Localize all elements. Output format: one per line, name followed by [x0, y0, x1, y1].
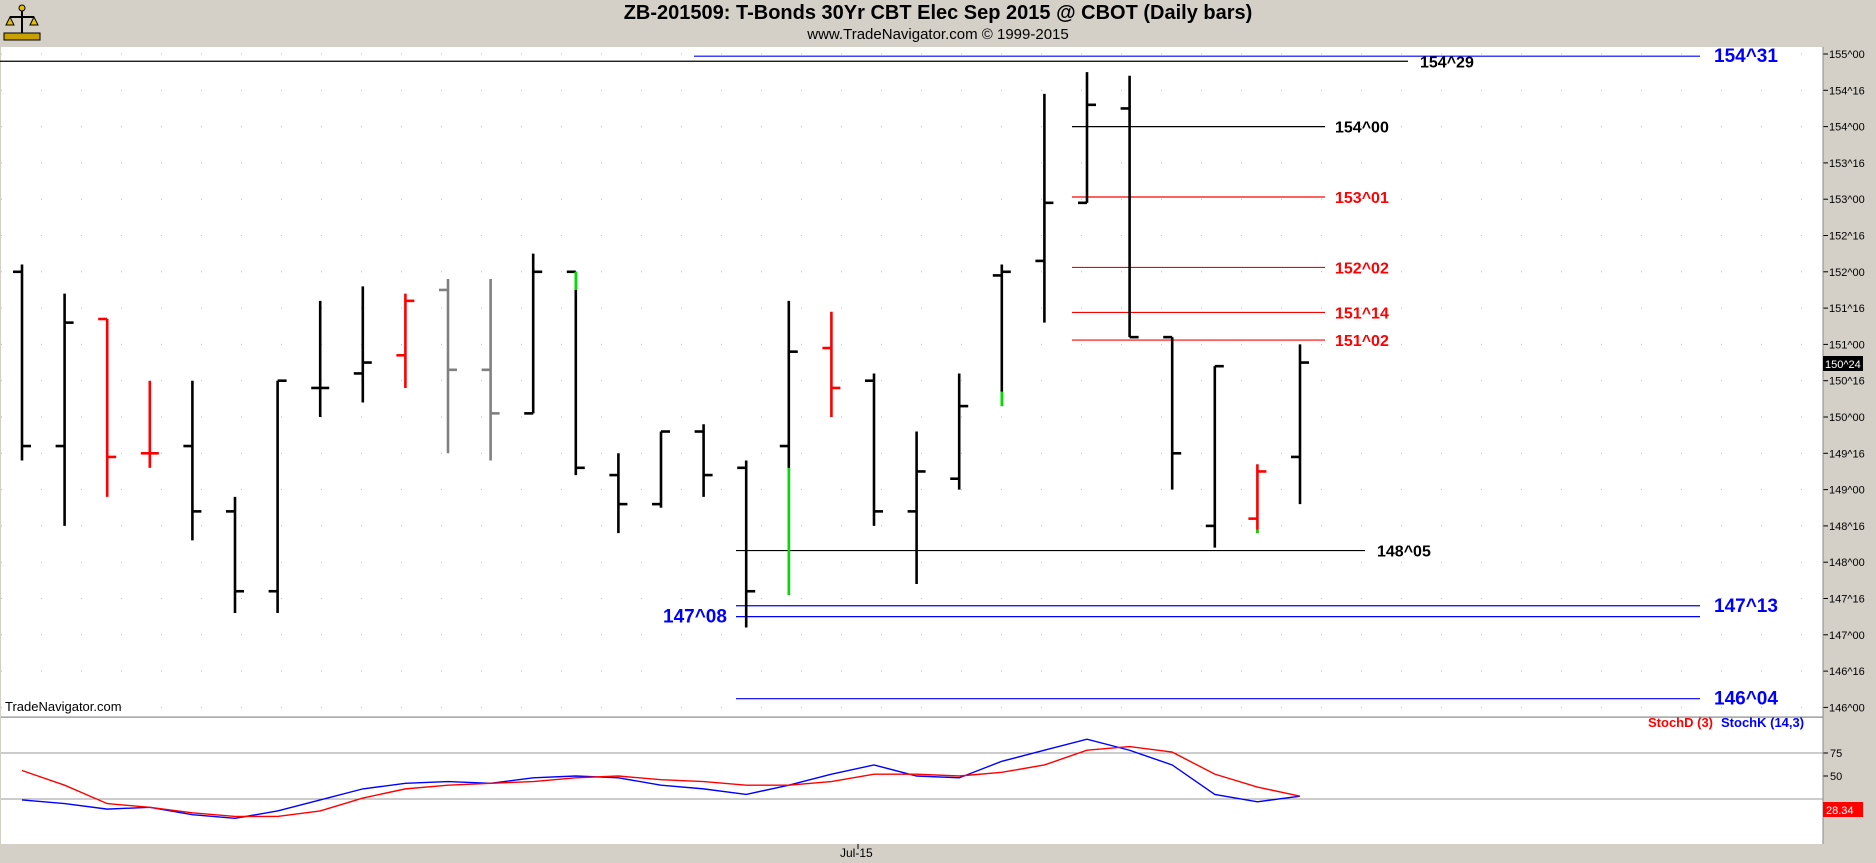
- ohlc-bar: [694, 424, 713, 497]
- last-price-label: 150^24: [1825, 359, 1861, 371]
- ohlc-bar: [1120, 75, 1139, 339]
- level-label: 154^00: [1335, 120, 1389, 137]
- ohlc-bar: [652, 430, 670, 508]
- stoch-y-tick-label: 50: [1830, 771, 1842, 783]
- y-tick-label: 147^00: [1829, 630, 1865, 642]
- y-tick-label: 149^16: [1829, 448, 1865, 460]
- level-label: 148^05: [1377, 544, 1431, 561]
- ohlc-bar: [481, 279, 500, 461]
- ohlc-bar: [1035, 93, 1054, 323]
- stoch-last-label: 28.34: [1826, 805, 1854, 817]
- stochk-legend-label: StochK (14,3): [1721, 715, 1804, 730]
- ohlc-bar: [907, 431, 926, 584]
- level-label: 146^04: [1714, 689, 1778, 710]
- watermark-label: TradeNavigator.com: [5, 699, 122, 714]
- level-label: 154^29: [1420, 54, 1474, 71]
- ohlc-bar: [55, 293, 74, 526]
- y-tick-label: 152^00: [1829, 267, 1865, 279]
- stochd-line: [21, 745, 1301, 818]
- y-tick-label: 146^16: [1829, 666, 1865, 678]
- level-label: 153^01: [1335, 190, 1389, 207]
- y-tick-label: 148^16: [1829, 521, 1865, 533]
- chart-title: ZB-201509: T-Bonds 30Yr CBT Elec Sep 201…: [623, 2, 1253, 24]
- ohlc-bar: [226, 496, 244, 614]
- tradenavigator-logo-icon: [3, 4, 41, 41]
- date-axis-label: Jul-15: [840, 846, 873, 860]
- ohlc-bar: [950, 373, 969, 490]
- ohlc-bar: [439, 279, 457, 454]
- ohlc-bar: [268, 379, 287, 614]
- ohlc-bar: [98, 317, 117, 497]
- y-tick-label: 148^00: [1829, 557, 1865, 569]
- stoch-last-box: [1823, 802, 1863, 817]
- ohlc-bar: [311, 300, 330, 417]
- level-label: 151^02: [1335, 333, 1389, 350]
- ohlc-bar: [140, 380, 159, 468]
- y-tick-label: 153^16: [1829, 158, 1865, 170]
- ohlc-bar: [609, 453, 628, 534]
- ohlc-bar: [822, 311, 841, 417]
- ohlc-bar: [1078, 72, 1096, 205]
- y-tick-label: 154^00: [1829, 122, 1865, 134]
- y-tick-label: 146^00: [1829, 702, 1865, 714]
- ohlc-bar: [865, 373, 883, 526]
- y-tick-label: 151^16: [1829, 303, 1865, 315]
- stochk-line: [21, 738, 1301, 820]
- last-price-box: [1823, 356, 1863, 371]
- level-label: 147^08: [663, 607, 727, 628]
- y-tick-label: 147^16: [1829, 594, 1865, 606]
- chart-subtitle: www.TradeNavigator.com © 1999-2015: [807, 26, 1069, 43]
- ohlc-bar: [1163, 335, 1182, 490]
- y-tick-label: 155^00: [1829, 49, 1865, 61]
- ohlc-bar: [779, 300, 798, 595]
- ohlc-bar: [1291, 344, 1309, 505]
- stochastic-panel-background: [1, 718, 1823, 844]
- ohlc-bar: [737, 460, 756, 628]
- level-label: 154^31: [1714, 46, 1778, 67]
- level-label: 147^13: [1714, 596, 1778, 617]
- level-label: 151^14: [1335, 305, 1389, 322]
- ohlc-bar: [1248, 464, 1267, 534]
- level-label: 152^02: [1335, 260, 1389, 277]
- y-tick-label: 150^00: [1829, 412, 1865, 424]
- ohlc-bar: [1205, 364, 1224, 548]
- ohlc-bar: [992, 264, 1011, 407]
- y-tick-label: 154^16: [1829, 85, 1865, 97]
- chart-header: ZB-201509: T-Bonds 30Yr CBT Elec Sep 201…: [0, 0, 1876, 46]
- y-tick-label: 153^00: [1829, 194, 1865, 206]
- ohlc-bar: [353, 286, 372, 403]
- ohlc-bar: [566, 270, 585, 476]
- y-tick-label: 151^00: [1829, 339, 1865, 351]
- stochd-legend-label: StochD (3): [1648, 715, 1713, 730]
- y-tick-label: 152^16: [1829, 231, 1865, 243]
- y-tick-label: 150^16: [1829, 376, 1865, 388]
- y-tick-label: 149^00: [1829, 485, 1865, 497]
- stoch-y-tick-label: 75: [1830, 748, 1842, 760]
- ohlc-bar: [396, 293, 415, 388]
- ohlc-bar: [13, 264, 31, 461]
- ohlc-bar: [524, 253, 543, 415]
- ohlc-bar: [183, 380, 202, 541]
